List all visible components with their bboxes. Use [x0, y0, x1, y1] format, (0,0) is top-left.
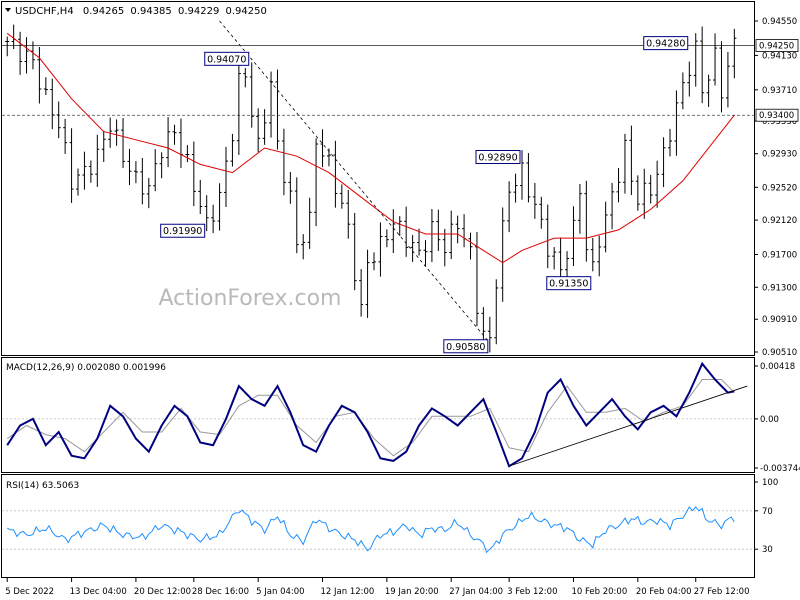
- close-value: 0.94250: [226, 6, 267, 17]
- price-axis-label: 0.91700: [762, 251, 797, 261]
- price-axis-label: 0.92520: [762, 183, 797, 193]
- rsi-axis-label: 100: [762, 478, 778, 488]
- price-axis-label: 0.90910: [762, 315, 797, 325]
- low-value: 0.94229: [178, 6, 219, 17]
- price-axis-label: 0.90510: [762, 348, 797, 358]
- x-axis-label: 28 Dec 16:00: [192, 587, 249, 597]
- annotation-label: 0.90580: [446, 342, 485, 353]
- annotation-box: [204, 51, 250, 66]
- candles: [5, 24, 737, 353]
- high-value: 0.94385: [130, 6, 171, 17]
- chart-header: USDCHF,H4 0.94265 0.94385 0.94229 0.9425…: [5, 6, 267, 17]
- x-axis-label: 5 Dec 2022: [5, 587, 54, 597]
- price-axis-label: 0.93330: [762, 117, 797, 127]
- price-axis-label: 0.91300: [762, 283, 797, 293]
- macd-line: [6, 361, 735, 468]
- price-annotation: 0.91990: [160, 223, 206, 238]
- axis-price-tag-label: 0.94250: [759, 42, 794, 52]
- price-annotation: 0.92890: [475, 150, 521, 165]
- price-annotation: 0.94070: [204, 51, 250, 66]
- triangle-down-icon[interactable]: [5, 8, 11, 12]
- x-axis-label: 20 Feb 04:00: [636, 587, 692, 597]
- macd-axis-label: 0.00: [760, 415, 779, 425]
- macd-axis-label: 0.00418: [760, 362, 795, 372]
- symbol-label: USDCHF,H4: [15, 6, 74, 17]
- price-annotation: 0.94280: [643, 36, 689, 51]
- annotation-label: 0.94280: [646, 39, 685, 50]
- price-axis-label: 0.94550: [762, 17, 797, 27]
- rsi-axis-label: 30: [762, 545, 773, 555]
- price-annotation: 0.90580: [443, 339, 489, 354]
- price-axis-label: 0.93710: [762, 86, 797, 96]
- rsi-title: RSI(14) 63.5063: [6, 481, 79, 491]
- open-value: 0.94265: [83, 6, 124, 17]
- annotation-label: 0.92890: [478, 153, 517, 164]
- x-axis-label: 27 Feb 12:00: [694, 587, 750, 597]
- axis-price-tag-label: 0.93400: [759, 111, 794, 121]
- annotation-label: 0.91990: [163, 226, 202, 237]
- x-axis-label: 13 Dec 04:00: [70, 587, 127, 597]
- x-axis-label: 27 Jan 04:00: [449, 587, 503, 597]
- rsi-line: [6, 506, 735, 554]
- x-axis-label: 12 Jan 12:00: [321, 587, 375, 597]
- annotation-label: 0.91350: [549, 279, 588, 290]
- macd-panel-frame: [1, 357, 755, 473]
- x-axis-label: 19 Jan 20:00: [385, 587, 439, 597]
- annotation-box: [475, 150, 521, 165]
- price-axis-label: 0.92120: [762, 216, 797, 226]
- annotation-box: [443, 339, 489, 354]
- axis-price-tag: [755, 39, 799, 52]
- x-axis-label: 20 Dec 12:00: [134, 587, 191, 597]
- price-axis-label: 0.92930: [762, 150, 797, 160]
- annotation-box: [643, 36, 689, 51]
- rsi-axis-label: 70: [762, 507, 773, 517]
- watermark: ActionForex.com: [159, 286, 342, 311]
- price-trendline: [219, 20, 491, 344]
- price-axis-label: 0.94130: [762, 51, 797, 61]
- annotation-label: 0.94070: [207, 54, 246, 65]
- svg-text:USDCHF,H4 0.94265: USDCHF,H4 0.94265 0.94385 0.94229 0.9425…: [15, 6, 267, 17]
- price-panel-frame: [1, 1, 755, 356]
- macd-signal-line: [6, 379, 735, 457]
- moving-average-line: [6, 32, 735, 264]
- annotation-box: [546, 276, 592, 291]
- rsi-panel-frame: [1, 474, 755, 578]
- macd-title: MACD(12,26,9) 0.002080 0.001996: [6, 363, 166, 373]
- x-axis-label: 3 Feb 12:00: [507, 587, 557, 597]
- macd-trendline: [509, 385, 748, 467]
- x-axis-label: 10 Feb 20:00: [571, 587, 627, 597]
- macd-axis-label: -0.003744: [760, 464, 800, 474]
- x-axis-label: 5 Jan 04:00: [256, 587, 304, 597]
- price-annotation: 0.91350: [546, 276, 592, 291]
- annotation-box: [160, 223, 206, 238]
- axis-price-tag: [755, 108, 799, 122]
